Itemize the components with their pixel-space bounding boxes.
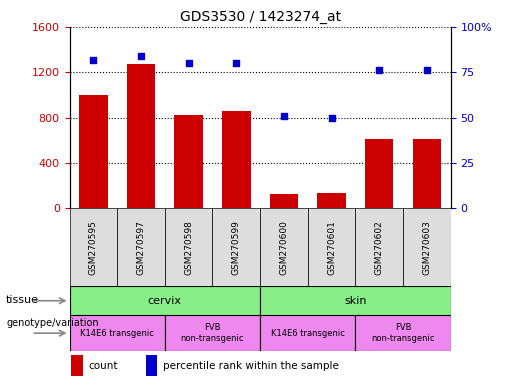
Text: FVB
non-transgenic: FVB non-transgenic <box>371 323 435 343</box>
Bar <box>270 194 298 209</box>
Point <box>137 53 145 59</box>
Text: GSM270601: GSM270601 <box>327 220 336 275</box>
Bar <box>317 192 346 209</box>
Point <box>375 67 383 73</box>
Bar <box>260 315 355 351</box>
Point <box>328 114 336 121</box>
Bar <box>146 355 157 376</box>
Text: cervix: cervix <box>148 296 182 306</box>
Bar <box>174 115 203 209</box>
Bar <box>117 209 165 286</box>
Bar <box>222 111 250 209</box>
Bar <box>70 209 117 286</box>
Text: skin: skin <box>344 296 367 306</box>
Bar <box>70 286 260 315</box>
Text: count: count <box>89 361 118 371</box>
Text: tissue: tissue <box>6 295 39 305</box>
Text: FVB
non-transgenic: FVB non-transgenic <box>181 323 244 343</box>
Text: percentile rank within the sample: percentile rank within the sample <box>163 361 339 371</box>
Text: GSM270603: GSM270603 <box>422 220 431 275</box>
Bar <box>260 209 308 286</box>
Text: GSM270602: GSM270602 <box>375 220 384 275</box>
Text: GSM270600: GSM270600 <box>280 220 288 275</box>
Point <box>423 67 431 73</box>
Point <box>184 60 193 66</box>
Bar <box>365 139 393 209</box>
Text: K14E6 transgenic: K14E6 transgenic <box>271 329 345 338</box>
Bar <box>212 209 260 286</box>
Text: GSM270597: GSM270597 <box>136 220 145 275</box>
Point <box>232 60 241 66</box>
Text: GSM270599: GSM270599 <box>232 220 241 275</box>
Text: genotype/variation: genotype/variation <box>6 318 99 328</box>
Bar <box>355 209 403 286</box>
Bar <box>307 209 355 286</box>
Bar <box>127 64 155 209</box>
Bar <box>260 286 451 315</box>
Title: GDS3530 / 1423274_at: GDS3530 / 1423274_at <box>180 10 340 25</box>
Text: K14E6 transgenic: K14E6 transgenic <box>80 329 154 338</box>
Bar <box>165 315 260 351</box>
Bar <box>355 315 451 351</box>
Bar <box>70 315 165 351</box>
Point <box>280 113 288 119</box>
Text: GSM270598: GSM270598 <box>184 220 193 275</box>
Text: GSM270595: GSM270595 <box>89 220 98 275</box>
Bar <box>403 209 451 286</box>
Bar <box>165 209 212 286</box>
Point <box>89 56 97 63</box>
Bar <box>72 355 83 376</box>
Bar <box>79 95 108 209</box>
Bar <box>413 139 441 209</box>
